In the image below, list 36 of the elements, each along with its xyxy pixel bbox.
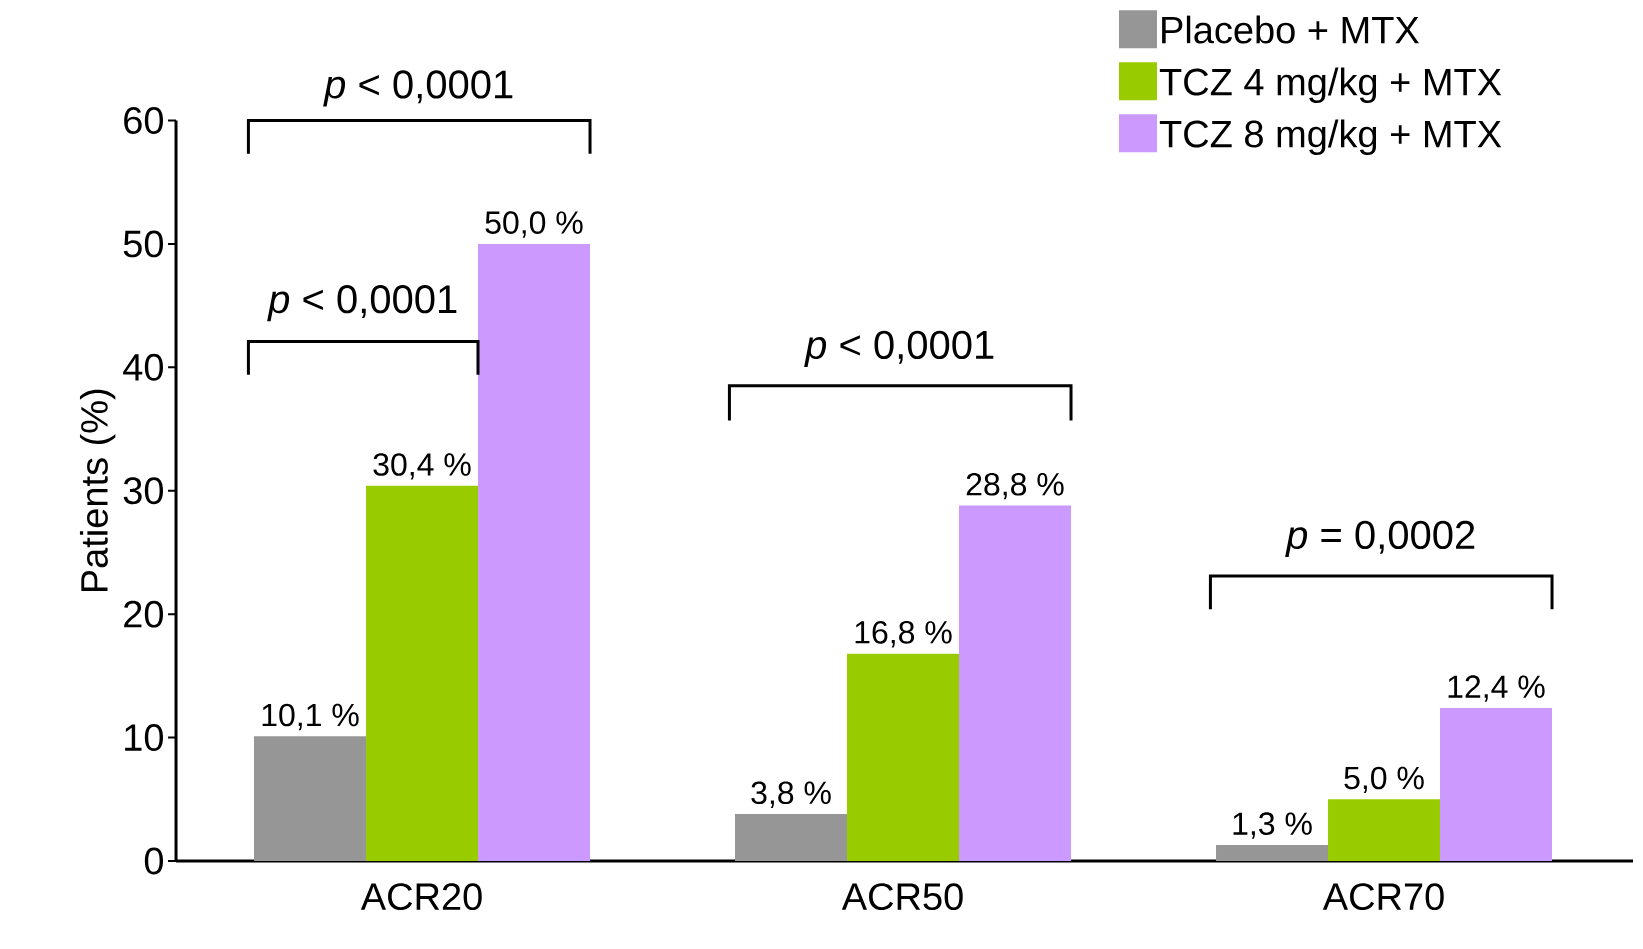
legend-label: TCZ 4 mg/kg + MTX <box>1159 67 1502 104</box>
data-label: 12,4 % <box>1448 675 1545 702</box>
y-tick-label: 10 <box>125 724 163 752</box>
data-label: 30,4 % <box>373 453 471 480</box>
bar <box>1328 799 1441 861</box>
data-label: 50,0 % <box>485 211 583 238</box>
data-label: 10,1 % <box>262 703 359 731</box>
y-tick-label: 0 <box>144 847 164 875</box>
y-tick-label: 30 <box>123 477 163 505</box>
annotation: p < 0,0001 <box>804 330 994 367</box>
x-tick-label: ACR20 <box>360 883 482 911</box>
legend-label: TCZ 8 mg/kg + MTX <box>1159 119 1502 156</box>
bar <box>254 736 367 861</box>
x-tick-label: ACR70 <box>1322 883 1444 911</box>
bar <box>478 243 591 861</box>
y-axis-title: Patients (%) <box>79 389 116 592</box>
annotation: p = 0,0002 <box>1285 520 1475 557</box>
bar <box>366 485 479 861</box>
legend-label: Placebo + MTX <box>1162 15 1419 44</box>
x-tick-label: ACR50 <box>841 883 963 911</box>
bar <box>1216 844 1329 861</box>
y-tick-label: 60 <box>124 107 163 134</box>
bar <box>847 653 960 861</box>
data-label: 1,3 % <box>1233 812 1312 839</box>
data-label: 16,8 % <box>855 621 952 648</box>
bar <box>959 505 1072 861</box>
text: p < 0,0001 <box>323 70 513 107</box>
y-tick-label: 40 <box>123 353 163 381</box>
data-label: 5,0 % <box>1344 766 1424 794</box>
y-tick-label: 50 <box>123 230 163 258</box>
data-label: 3,8 % <box>751 781 831 808</box>
data-label: 28,8 % <box>966 472 1064 500</box>
annotation: p < 0,0001 <box>267 285 457 322</box>
y-tick-label: 20 <box>124 600 163 628</box>
bar <box>735 814 848 861</box>
bar <box>1440 707 1553 861</box>
